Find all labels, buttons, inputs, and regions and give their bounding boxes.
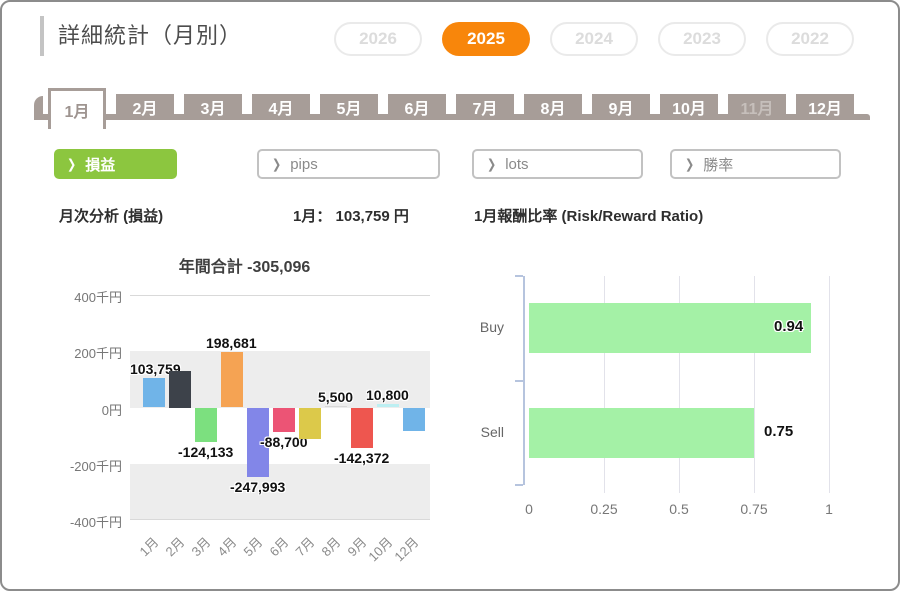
y-axis-tick: -200千円 (69, 458, 122, 474)
tab-strip-left-hook (34, 96, 43, 120)
year-pill-2026[interactable]: 2026 (334, 22, 422, 56)
bar-9月 (350, 407, 373, 448)
monthly-analysis-title: 月次分析 (損益) (59, 208, 164, 225)
hbar-sell (529, 407, 754, 458)
bar-value-label: -124,133 (178, 444, 234, 461)
gridline (130, 519, 430, 520)
x-axis-tick: 0.5 (669, 501, 689, 517)
category-label-sell: Sell (480, 423, 504, 440)
page-title: 詳細統計（月別） (40, 16, 242, 56)
chevron-right-icon: ❯ (67, 157, 77, 172)
y-axis-tick-mark (515, 379, 523, 382)
month-tab-8[interactable]: 8月 (524, 94, 582, 120)
bar-5月 (246, 407, 269, 478)
chevron-right-icon: ❯ (272, 157, 282, 172)
filter-profit-loss[interactable]: ❯ 損益 (54, 149, 177, 179)
bar-2月 (168, 370, 191, 408)
category-label-buy: Buy (479, 319, 504, 336)
bar-3月 (194, 407, 217, 443)
y-axis-tick: 200千円 (74, 346, 122, 362)
risk-reward-title: 1月報酬比率 (Risk/Reward Ratio) (474, 208, 704, 225)
gridline (829, 276, 830, 493)
month-tab-7[interactable]: 7月 (456, 94, 514, 120)
month-tab-6[interactable]: 6月 (388, 94, 446, 120)
month-tabs: 1月 2月 3月 4月 5月 6月 7月 8月 9月 10月 11月 12月 (48, 88, 854, 129)
filter-pips[interactable]: ❯ pips (257, 149, 440, 179)
chart-annual-total: 年間合計 -305,096 (178, 259, 311, 276)
year-pill-2022[interactable]: 2022 (766, 22, 854, 56)
year-pill-2023[interactable]: 2023 (658, 22, 746, 56)
bar-value-label: 198,681 (206, 334, 257, 351)
bar-7月 (298, 407, 321, 440)
filter-win-rate[interactable]: ❯ 勝率 (670, 149, 841, 179)
bar-value-label: -88,700 (260, 434, 308, 451)
month-tab-9[interactable]: 9月 (592, 94, 650, 120)
month-tab-10[interactable]: 10月 (660, 94, 718, 120)
y-axis-tick: 400千円 (74, 290, 122, 305)
year-selector: 2026 2025 2024 2023 2022 (334, 22, 854, 56)
bar-value-label: 10,800 (366, 387, 409, 404)
month-tab-4[interactable]: 4月 (252, 94, 310, 120)
y-axis-line (523, 276, 525, 485)
month-tab-3[interactable]: 3月 (184, 94, 242, 120)
tab-strip (34, 114, 870, 120)
month-tab-1[interactable]: 1月 (48, 88, 106, 129)
monthly-profit-plot: 103,759 -124,133 198,681 -247,993 -88,700 5,5… (130, 295, 430, 520)
year-pill-2024[interactable]: 2024 (550, 22, 638, 56)
y-axis-tick: -400千円 (69, 515, 122, 530)
y-axis-tick: 0円 (101, 402, 122, 418)
x-axis-tick: 0.25 (590, 501, 618, 517)
risk-reward-chart: 0 0.25 0.5 0.75 1 Buy 0.94 Sell 0.75 (462, 264, 872, 534)
y-axis-tick-mark (515, 484, 523, 486)
bar-value-label: -142,372 (334, 449, 390, 466)
month-value: 1月： 103,759 円 (293, 208, 409, 225)
grid-band (130, 463, 430, 520)
month-tab-2[interactable]: 2月 (116, 94, 174, 120)
filter-label: pips (290, 155, 318, 173)
bar-6月 (272, 407, 295, 433)
bar-1月 (142, 378, 165, 408)
y-axis-tick-mark (515, 275, 523, 277)
monthly-profit-chart: 年間合計 -305,096 103,759 -124,133 198,681 -247… (59, 247, 430, 564)
chevron-right-icon: ❯ (487, 157, 497, 172)
filter-label: lots (505, 155, 529, 173)
x-axis-tick: 1 (825, 501, 833, 517)
bar-value-label: 103,759 (130, 361, 181, 378)
bar-10月 (376, 404, 399, 408)
gridline (679, 276, 680, 493)
bar-value-label: 5,500 (318, 388, 354, 405)
month-tab-12[interactable]: 12月 (796, 94, 854, 120)
gridline (130, 295, 430, 296)
bar-8月 (324, 405, 347, 408)
x-axis-tick: 0 (525, 501, 533, 517)
gridline (604, 276, 605, 493)
filter-lots[interactable]: ❯ lots (472, 149, 643, 179)
filter-label: 勝率 (703, 156, 734, 174)
filter-label: 損益 (85, 156, 116, 174)
month-tab-5[interactable]: 5月 (320, 94, 378, 120)
month-tab-11: 11月 (728, 94, 786, 120)
hbar-value-label: 0.94 (774, 318, 804, 336)
bar-value-label: -247,993 (230, 479, 286, 496)
bar-4月 (220, 351, 243, 408)
bar-12月 (402, 407, 425, 432)
month-tab-bar: 1月 2月 3月 4月 5月 6月 7月 8月 9月 10月 11月 12月 (34, 88, 870, 129)
year-pill-2025[interactable]: 2025 (442, 22, 530, 56)
chevron-right-icon: ❯ (685, 157, 695, 172)
gridline (754, 276, 755, 493)
hbar-buy (529, 303, 811, 354)
hbar-value-label: 0.75 (764, 422, 794, 440)
x-axis-tick: 0.75 (740, 501, 768, 517)
